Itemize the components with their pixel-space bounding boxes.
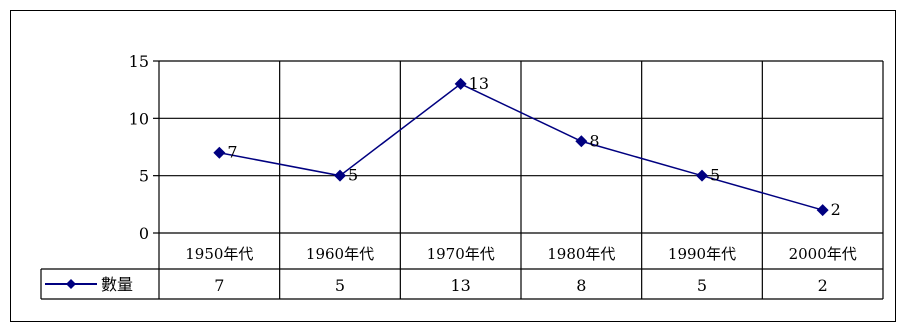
y-tick-label: 5 [139, 167, 149, 186]
data-point-marker[interactable] [696, 169, 708, 182]
data-point-marker[interactable] [454, 77, 467, 90]
x-tick-label: 2000年代 [789, 245, 857, 263]
x-tick-label: 1980年代 [547, 245, 615, 263]
data-point-marker[interactable] [213, 146, 226, 159]
line-chart: 0 5 10 15 1950年代 1960年代 1970年代 1980年代 1990年代 2000… [40, 52, 884, 300]
data-table-cell: 5 [697, 276, 707, 295]
data-point-marker[interactable] [334, 169, 346, 182]
data-table-cell: 5 [335, 276, 345, 295]
data-label: 7 [227, 143, 237, 162]
y-tick-label: 10 [129, 109, 149, 128]
chart-frame: 0 5 10 15 1950年代 1960年代 1970年代 1980年代 1990年代 2000… [10, 10, 896, 322]
x-tick-label: 1970年代 [427, 245, 495, 263]
x-tick-label: 1960年代 [306, 245, 374, 263]
data-point-marker[interactable] [575, 135, 588, 148]
data-label: 8 [589, 131, 599, 150]
y-tick-label: 0 [139, 224, 149, 243]
legend-marker-diamond-icon [66, 279, 76, 289]
x-tick-label: 1950年代 [185, 245, 253, 263]
legend-label: 數量 [101, 275, 133, 294]
series-line [219, 83, 823, 211]
y-tick-label: 15 [129, 52, 149, 71]
data-table-cell: 13 [450, 276, 470, 295]
x-tick-label: 1990年代 [668, 245, 736, 263]
data-label: 5 [348, 166, 358, 185]
data-label: 13 [469, 74, 489, 93]
data-point-marker[interactable] [816, 204, 829, 217]
data-table-cell: 8 [576, 276, 586, 295]
data-label: 5 [710, 166, 720, 185]
data-table-cell: 2 [818, 276, 828, 295]
data-label: 2 [831, 200, 841, 219]
data-table-cell: 7 [214, 276, 224, 295]
